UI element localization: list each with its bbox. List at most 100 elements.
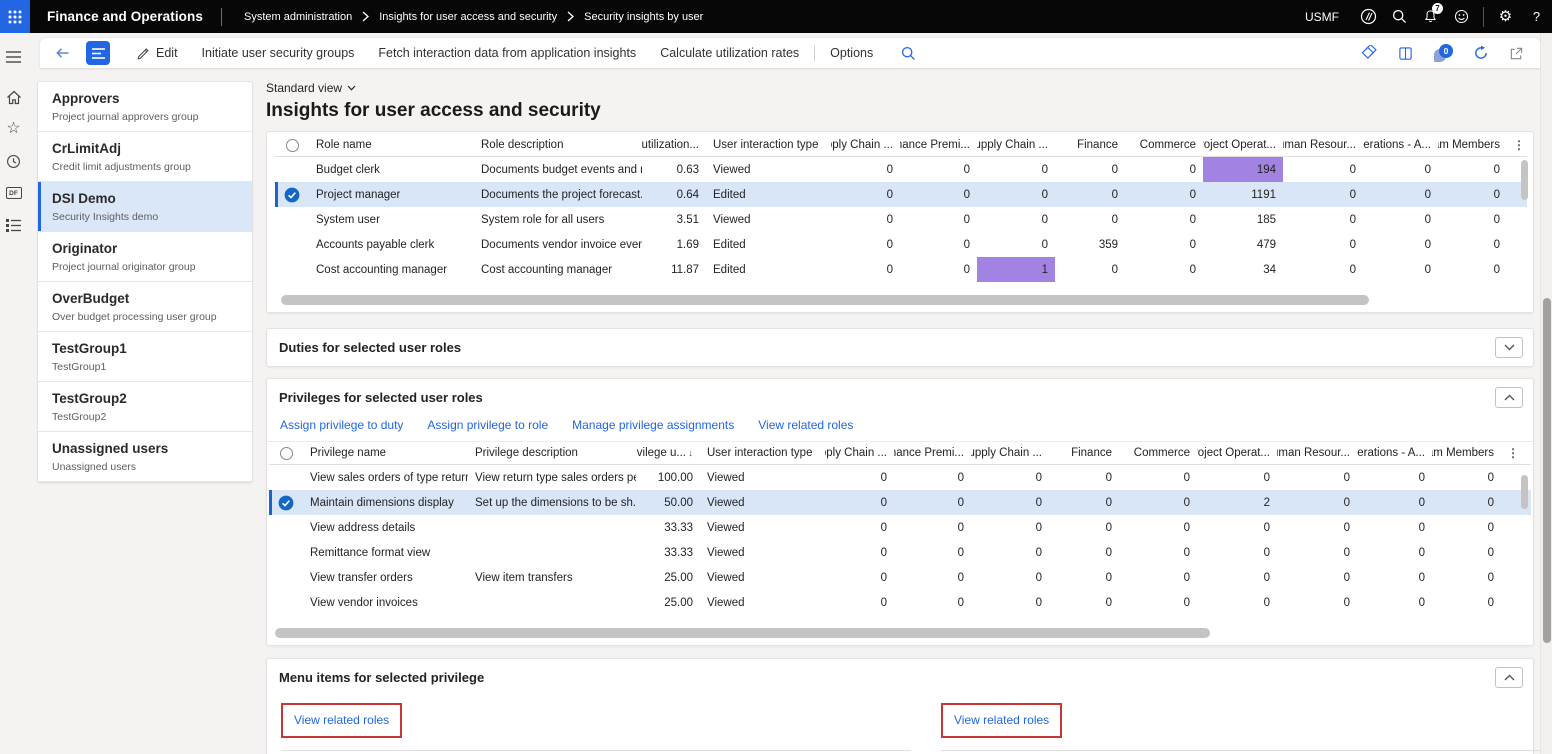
home-icon[interactable]	[0, 81, 27, 113]
table-cell	[269, 490, 303, 515]
column-header-supply-chain[interactable]: Supply Chain ...	[825, 447, 887, 459]
help-icon[interactable]: ?	[1532, 9, 1541, 24]
sidebar-item-testgroup2[interactable]: TestGroup2 TestGroup2	[38, 382, 252, 432]
options-menu-button[interactable]: Options	[830, 46, 874, 60]
column-header-privilege-description[interactable]: Privilege description	[475, 447, 578, 459]
back-arrow-icon[interactable]	[52, 46, 74, 60]
panel-toggle-icon[interactable]	[86, 41, 110, 65]
fetch-interaction-data-button[interactable]: Fetch interaction data from application …	[378, 46, 637, 60]
settings-gear-icon[interactable]: ⚙	[1498, 8, 1513, 25]
column-header-team-members[interactable]: Team Members	[1438, 139, 1500, 151]
notifications-bell-icon[interactable]: 7	[1415, 0, 1446, 33]
table-row[interactable]: View vendor invoices 25.00 Viewed 0 0 0 0 0 0 0 0 0	[269, 590, 1531, 615]
table-row[interactable]: System user System role for all users 3.51…	[275, 207, 1527, 232]
link-assign-privilege-to-role[interactable]: Assign privilege to role	[427, 418, 549, 432]
default-dashboard-icon[interactable]: DF	[0, 177, 27, 209]
column-header-privilege-name[interactable]: Privilege name	[310, 447, 387, 459]
table-row[interactable]: Remittance format view 33.33 Viewed 0 0 0 0 0 0 0…	[269, 540, 1531, 565]
personalize-icon[interactable]	[1361, 44, 1378, 62]
column-header-supply-chain[interactable]: Supply Chain ...	[971, 447, 1042, 459]
select-all-radio[interactable]	[275, 134, 309, 156]
calculate-utilization-rates-button[interactable]: Calculate utilization rates	[660, 46, 800, 60]
select-all-radio[interactable]	[269, 442, 303, 464]
collapse-section-button[interactable]	[1495, 387, 1523, 408]
app-launcher-waffle-icon[interactable]	[0, 0, 30, 33]
column-header-user-interaction-type[interactable]: User interaction type	[713, 139, 819, 151]
refresh-icon[interactable]	[1473, 45, 1489, 61]
environment-selector[interactable]: USMF	[1305, 9, 1339, 24]
breadcrumb-item[interactable]: Security insights by user	[584, 10, 704, 23]
dynamics-environment-icon[interactable]	[1353, 0, 1384, 33]
sidebar-item-dsi-demo[interactable]: DSI Demo Security Insights demo	[38, 182, 252, 232]
link-manage-privilege-assignments[interactable]: Manage privilege assignments	[572, 418, 735, 432]
column-header-user-interaction-type[interactable]: User interaction type	[707, 447, 813, 459]
feedback-smiley-icon[interactable]	[1446, 0, 1477, 33]
sidebar-item-approvers[interactable]: Approvers Project journal approvers group	[38, 82, 252, 132]
column-header-operations-a[interactable]: Operations - A...	[1363, 139, 1431, 151]
column-header-project-operat[interactable]: Project Operat...	[1197, 447, 1270, 459]
edit-button[interactable]: Edit	[124, 46, 190, 60]
sidebar-item-unassigned-users[interactable]: Unassigned users Unassigned users	[38, 432, 252, 482]
column-header-role-utilization[interactable]: Role utilization...	[642, 139, 699, 151]
hamburger-menu-icon[interactable]	[0, 41, 27, 73]
table-row[interactable]: Project manager Documents the project for…	[275, 182, 1527, 207]
column-header-human-resour[interactable]: Human Resour...	[1283, 139, 1356, 151]
task-guide-book-icon[interactable]	[1398, 46, 1413, 61]
view-related-roles-link[interactable]: View related roles	[954, 713, 1050, 727]
popout-window-icon[interactable]	[1509, 46, 1524, 61]
column-header-finance-premi[interactable]: Finance Premi...	[894, 447, 964, 459]
table-row[interactable]: Accounts payable clerk Documents vendor i…	[275, 232, 1527, 257]
column-header-role-name[interactable]: Role name	[316, 139, 372, 151]
sidebar-item-crlimitadj[interactable]: CrLimitAdj Credit limit adjustments group	[38, 132, 252, 182]
initiate-user-security-groups-button[interactable]: Initiate user security groups	[201, 46, 355, 60]
table-row[interactable]: Budget clerk Documents budget events and …	[275, 157, 1527, 182]
column-header-role-description[interactable]: Role description	[481, 139, 564, 151]
column-header-supply-chain[interactable]: Supply Chain ...	[831, 139, 893, 151]
table-cell: 0	[1493, 163, 1500, 176]
table-row[interactable]: Maintain dimensions display Set up the di…	[269, 490, 1531, 515]
vertical-scrollbar[interactable]	[1521, 160, 1528, 200]
column-header-finance[interactable]: Finance	[1077, 139, 1118, 151]
column-header-finance-premi[interactable]: Finance Premi...	[900, 139, 970, 151]
table-cell: View item transfers	[475, 571, 573, 584]
search-icon[interactable]	[1384, 0, 1415, 33]
column-header-commerce[interactable]: Commerce	[1133, 447, 1190, 459]
table-row[interactable]: View address details 33.33 Viewed 0 0 0 0 0 0 0 0 0	[269, 515, 1531, 540]
column-header-team-members[interactable]: Team Members	[1432, 447, 1494, 459]
column-header-privilege-u[interactable]: Privilege u...↓	[636, 447, 693, 459]
collapse-section-button[interactable]	[1495, 667, 1523, 688]
view-related-roles-link[interactable]: View related roles	[294, 713, 390, 727]
sidebar-item-originator[interactable]: Originator Project journal originator gro…	[38, 232, 252, 282]
column-options-icon[interactable]: ⋮	[1507, 446, 1519, 460]
recent-clock-icon[interactable]	[0, 145, 27, 177]
column-header-operations-a[interactable]: Operations - A...	[1357, 447, 1425, 459]
column-header-supply-chain[interactable]: Supply Chain ...	[977, 139, 1048, 151]
table-row[interactable]: Cost accounting manager Cost accounting m…	[275, 257, 1527, 282]
link-view-related-roles[interactable]: View related roles	[758, 418, 854, 432]
breadcrumb-item[interactable]: System administration	[243, 10, 353, 23]
expand-section-button[interactable]	[1495, 337, 1523, 358]
app-title[interactable]: Finance and Operations	[47, 9, 203, 24]
breadcrumb-item[interactable]: Insights for user access and security	[379, 10, 558, 23]
link-assign-privilege-to-duty[interactable]: Assign privilege to duty	[280, 418, 404, 432]
sidebar-item-testgroup1[interactable]: TestGroup1 TestGroup1	[38, 332, 252, 382]
messages-icon[interactable]: 0	[1433, 44, 1453, 62]
action-search-icon[interactable]	[901, 46, 916, 61]
column-options-icon[interactable]: ⋮	[1513, 138, 1525, 152]
sidebar-item-overbudget[interactable]: OverBudget Over budget processing user gr…	[38, 282, 252, 332]
left-navigation-rail: ☆ DF	[0, 33, 27, 754]
column-header-commerce[interactable]: Commerce	[1139, 139, 1196, 151]
horizontal-scrollbar[interactable]	[275, 628, 1521, 638]
vertical-scrollbar[interactable]	[1521, 475, 1528, 509]
column-header-human-resour[interactable]: Human Resour...	[1277, 447, 1350, 459]
modules-list-icon[interactable]	[0, 209, 27, 241]
column-header-project-operat[interactable]: Project Operat...	[1203, 139, 1276, 151]
section-title: Privileges for selected user roles	[279, 390, 483, 405]
table-row[interactable]: View sales orders of type return ... View…	[269, 465, 1531, 490]
horizontal-scrollbar[interactable]	[281, 295, 1517, 305]
table-row[interactable]: View transfer orders View item transfers 2…	[269, 565, 1531, 590]
view-selector[interactable]: Standard view	[266, 81, 356, 95]
page-scrollbar[interactable]	[1540, 33, 1552, 754]
favorites-star-icon[interactable]: ☆	[6, 120, 21, 137]
column-header-finance[interactable]: Finance	[1071, 447, 1112, 459]
